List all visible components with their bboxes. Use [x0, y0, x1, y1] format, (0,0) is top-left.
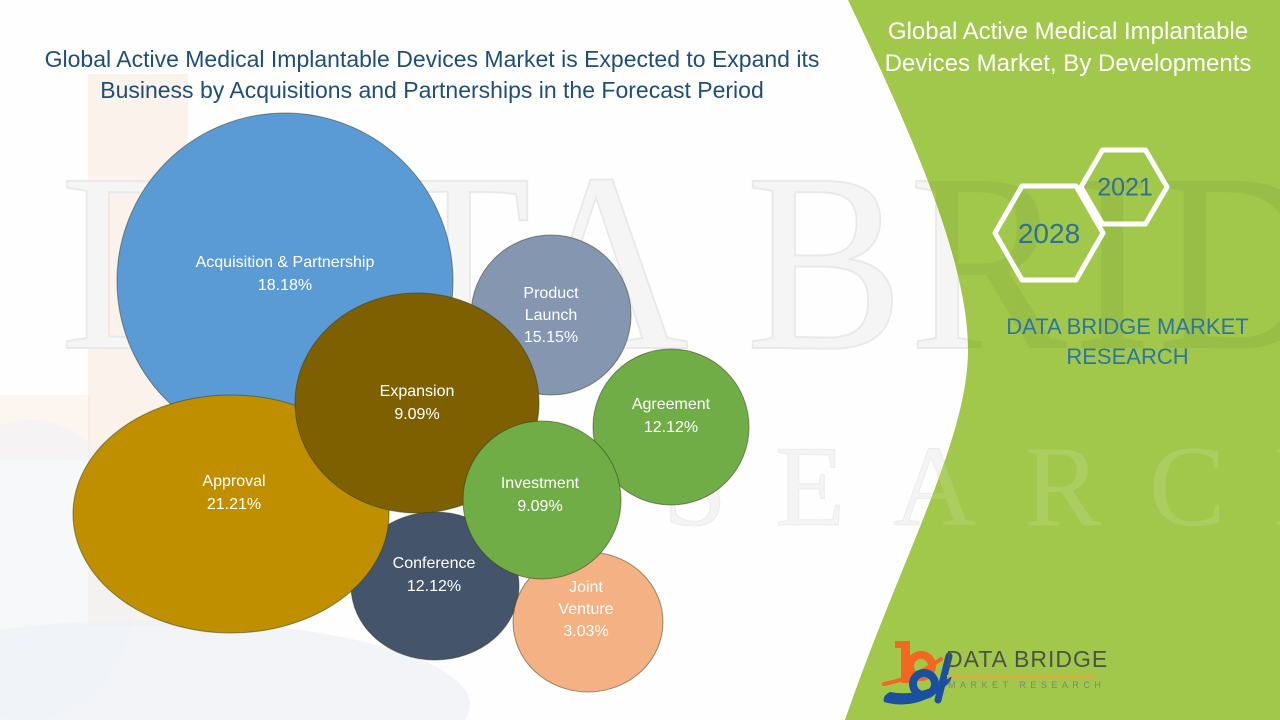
bubble-agreement [592, 348, 750, 506]
logo-mark [882, 641, 953, 705]
bubble-chart [72, 112, 750, 693]
logo-blue-swoosh [883, 676, 952, 705]
logo-b-notch [895, 641, 903, 648]
logo-d-stem [934, 652, 953, 704]
logo-b-stem [901, 641, 910, 683]
hexagon-base-year [1078, 147, 1170, 227]
hexagon-forecast-year [992, 183, 1106, 283]
bubble-investment [462, 420, 622, 580]
side-panel-shape [845, 0, 1280, 720]
